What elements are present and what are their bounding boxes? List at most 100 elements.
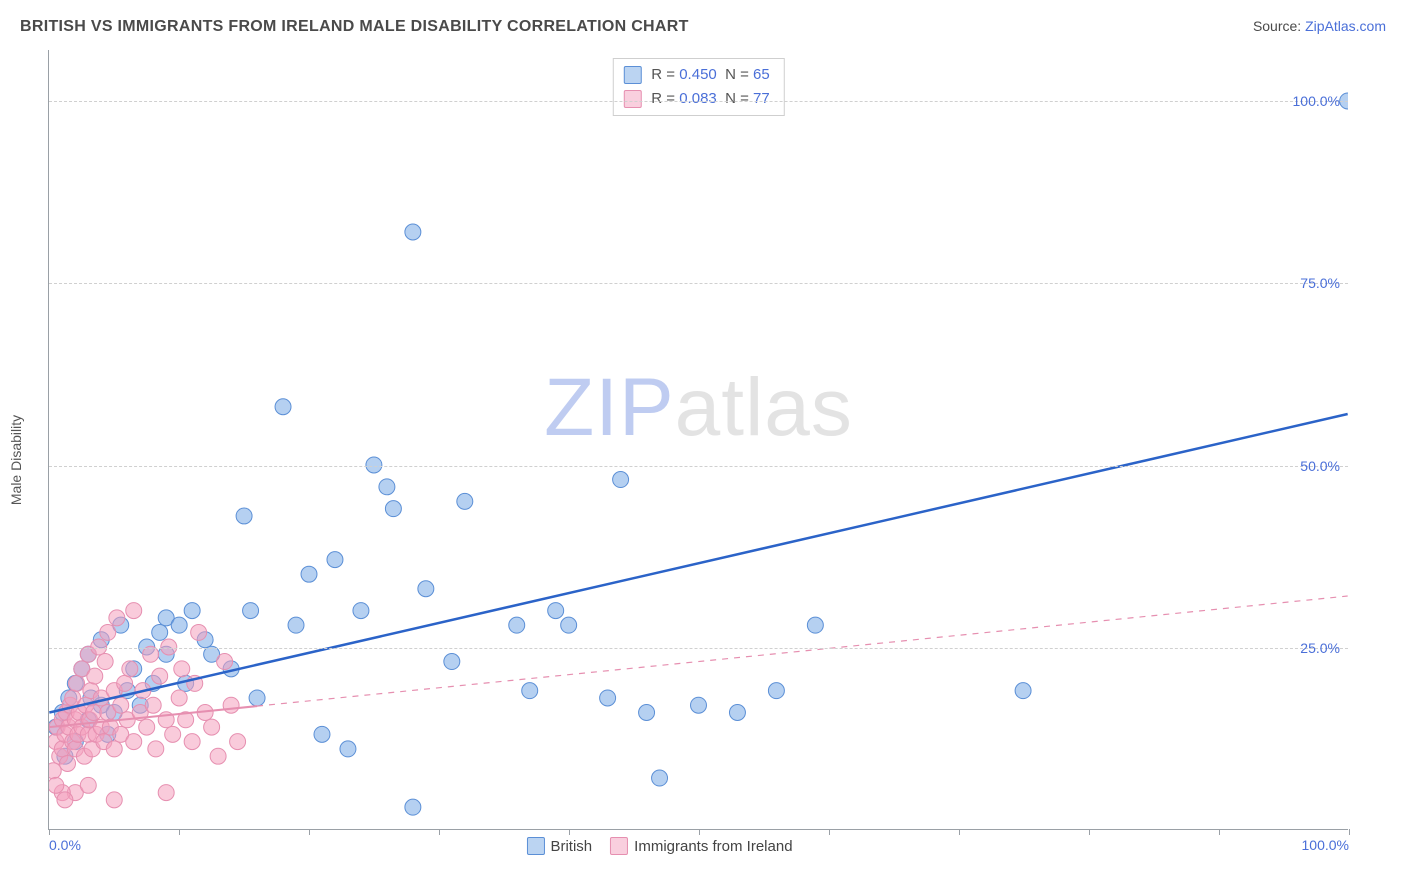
scatter-point [385,501,401,517]
chart-container: Male Disability ZIPatlas R = 0.450 N = 6… [48,50,1388,870]
scatter-point [80,777,96,793]
scatter-point [57,792,73,808]
legend-stats: R = 0.450 N = 65 R = 0.083 N = 77 [612,58,784,116]
x-tick [829,829,830,835]
scatter-point [122,661,138,677]
scatter-point [204,719,220,735]
x-tick-label: 100.0% [1302,837,1349,853]
y-tick-label: 100.0% [1293,93,1340,109]
scatter-point [148,741,164,757]
scatter-point [288,617,304,633]
scatter-point [1015,683,1031,699]
scatter-point [60,755,76,771]
scatter-point [223,697,239,713]
scatter-point [191,624,207,640]
scatter-point [243,603,259,619]
y-tick-label: 25.0% [1300,640,1340,656]
scatter-point [210,748,226,764]
x-tick [179,829,180,835]
scatter-point [327,552,343,568]
scatter-point [314,726,330,742]
x-tick-label: 0.0% [49,837,81,853]
scatter-point [117,675,133,691]
x-tick [959,829,960,835]
scatter-point [165,726,181,742]
scatter-point [109,610,125,626]
scatter-point [100,624,116,640]
scatter-point [184,734,200,750]
x-tick [309,829,310,835]
x-tick [699,829,700,835]
x-tick [49,829,50,835]
scatter-point [106,792,122,808]
scatter-point [353,603,369,619]
x-tick [569,829,570,835]
scatter-point [126,734,142,750]
legend-series: British Immigrants from Ireland [526,837,792,855]
scatter-point [249,690,265,706]
gridline [49,466,1348,467]
scatter-point [729,705,745,721]
scatter-point [301,566,317,582]
scatter-svg [49,50,1348,829]
x-tick [1089,829,1090,835]
scatter-point [548,603,564,619]
trend-line-dashed [257,596,1348,706]
x-tick [1349,829,1350,835]
swatch-pink-icon [610,837,628,855]
scatter-point [69,675,85,691]
legend-item: Immigrants from Ireland [610,837,792,855]
legend-item: British [526,837,592,855]
scatter-point [405,224,421,240]
scatter-point [340,741,356,757]
swatch-blue-icon [526,837,544,855]
scatter-point [405,799,421,815]
scatter-point [418,581,434,597]
scatter-point [613,472,629,488]
scatter-point [652,770,668,786]
scatter-point [275,399,291,415]
chart-title: BRITISH VS IMMIGRANTS FROM IRELAND MALE … [20,18,689,36]
gridline [49,101,1348,102]
y-tick-label: 75.0% [1300,275,1340,291]
scatter-point [174,661,190,677]
scatter-point [106,741,122,757]
scatter-point [236,508,252,524]
gridline [49,283,1348,284]
source-link[interactable]: ZipAtlas.com [1305,18,1386,34]
scatter-point [152,668,168,684]
y-tick-label: 50.0% [1300,458,1340,474]
scatter-point [126,603,142,619]
scatter-point [600,690,616,706]
y-axis-label: Male Disability [8,415,24,505]
scatter-point [85,705,101,721]
scatter-point [113,697,129,713]
scatter-point [522,683,538,699]
scatter-point [158,785,174,801]
scatter-point [171,617,187,633]
scatter-point [379,479,395,495]
scatter-point [768,683,784,699]
scatter-point [691,697,707,713]
gridline [49,648,1348,649]
scatter-point [444,654,460,670]
swatch-blue-icon [623,66,641,84]
scatter-point [230,734,246,750]
legend-stats-row: R = 0.450 N = 65 [623,63,769,87]
chart-header: BRITISH VS IMMIGRANTS FROM IRELAND MALE … [0,0,1406,44]
swatch-pink-icon [623,90,641,108]
x-tick [1219,829,1220,835]
scatter-point [457,493,473,509]
scatter-point [561,617,577,633]
x-tick [439,829,440,835]
legend-stats-row: R = 0.083 N = 77 [623,87,769,111]
chart-source: Source: ZipAtlas.com [1253,18,1386,34]
scatter-point [509,617,525,633]
scatter-point [49,777,64,793]
scatter-point [184,603,200,619]
scatter-point [217,654,233,670]
plot-area: ZIPatlas R = 0.450 N = 65 R = 0.083 N = … [48,50,1348,830]
scatter-point [171,690,187,706]
scatter-point [807,617,823,633]
scatter-point [139,719,155,735]
